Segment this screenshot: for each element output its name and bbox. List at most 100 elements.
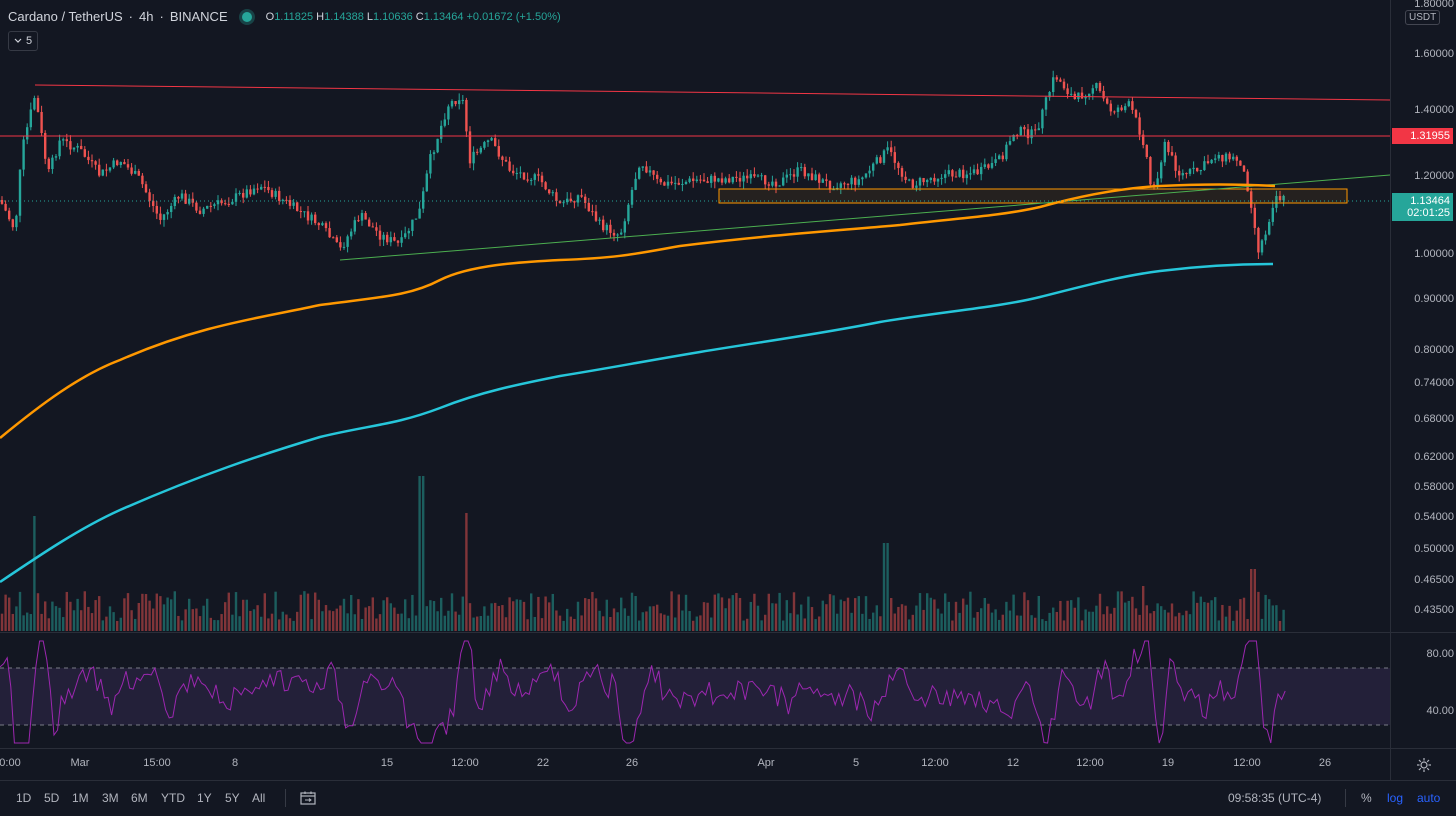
price-chart-canvas[interactable] [0,0,1390,632]
candle-body [206,205,209,209]
volume-bar [828,594,832,631]
volume-bar [562,620,565,631]
currency-badge[interactable]: USDT [1405,10,1441,25]
candle-body [1271,207,1274,222]
candle-body [450,101,454,107]
candle-body [8,210,11,220]
candle-body [692,178,695,181]
volume-bar [393,607,396,631]
volume-bar [548,602,551,631]
percent-scale-toggle[interactable]: % [1361,791,1372,805]
price-scale[interactable]: 1.80000 1.60000 1.40000 1.20000 1.00000 0.900… [1390,0,1456,632]
time-axis[interactable]: 0:00 Mar 15:00 8 15 12:00 22 26 Apr 5 12… [0,748,1390,781]
rsi-canvas[interactable] [0,633,1390,748]
range-button-3m[interactable]: 3M [102,791,119,805]
gear-icon[interactable] [1416,757,1432,773]
pane-separator[interactable] [0,632,1456,633]
candle-body [821,179,824,183]
volume-bar [378,614,382,631]
volume-bar [746,618,749,631]
candle-body [47,158,50,170]
candle-body [18,169,22,216]
log-scale-toggle[interactable]: log [1387,791,1404,805]
interval-label[interactable]: 4h [139,9,154,24]
rsi-pane[interactable] [0,633,1390,748]
range-button-all[interactable]: All [252,791,266,805]
volume-bar [227,592,230,631]
volume-bar [645,611,648,631]
candle-body [1196,167,1199,172]
candle-body [1156,178,1159,186]
volume-bar [400,613,403,631]
candle-body [983,164,986,167]
volume-bar [1127,600,1130,631]
candle-body [368,219,371,227]
candle-body [436,138,439,153]
ohlc-high: H1.14388 [316,10,364,23]
price-chart-pane[interactable]: Cardano / TetherUS · 4h · BINANCE O1.118… [0,0,1390,632]
candle-body [483,142,486,148]
symbol-name[interactable]: Cardano / TetherUS [8,9,123,24]
volume-bar [1102,614,1105,631]
range-button-6m[interactable]: 6M [131,791,148,805]
descending-resistance-line[interactable] [34,84,1390,101]
candle-body [119,162,122,166]
candle-body [1224,153,1228,162]
volume-bar [292,620,295,631]
indicators-toggle-button[interactable]: 5 [8,31,39,51]
candle-body [1203,161,1206,171]
volume-bar [396,613,400,631]
volume-bar [530,593,533,631]
volume-bar [105,616,108,631]
volume-bar [1106,606,1109,631]
candle-body [864,173,868,178]
slow-moving-average-line[interactable] [0,262,1274,584]
range-button-ytd[interactable]: YTD [161,791,185,805]
candle-body [1102,90,1105,99]
volume-bar [832,595,835,631]
candle-body [666,181,670,186]
volume-bar [994,609,997,631]
volume-bar [810,607,814,631]
fast-moving-average-line[interactable] [0,183,1276,439]
volume-bar [1160,606,1163,631]
range-button-1d[interactable]: 1D [16,791,32,805]
volume-bar [1217,620,1220,631]
candle-body [1106,98,1109,104]
ascending-trendline[interactable] [339,174,1390,261]
volume-bar [116,620,119,631]
range-button-5y[interactable]: 5Y [225,791,240,805]
range-button-1y[interactable]: 1Y [197,791,212,805]
time-label: 8 [231,757,239,769]
candle-body [1188,169,1192,174]
volume-bar [976,611,979,631]
clock-timezone[interactable]: 09:58:35 (UTC-4) [1228,791,1322,805]
candle-body [1268,221,1271,235]
volume-bar [213,620,216,631]
volume-bar [101,620,104,631]
calendar-range-icon[interactable] [300,791,316,805]
candle-body [94,161,97,165]
rsi-scale[interactable]: 80.00 40.00 [1390,633,1456,748]
candle-body [1131,101,1134,110]
volume-bar [465,513,468,631]
candle-body [947,170,950,175]
candle-body [306,211,310,221]
volume-bar [40,613,43,631]
volume-bar [1192,591,1195,631]
candle-body [576,195,580,203]
candle-body [360,213,364,221]
bar-countdown: 02:01:25 [1407,207,1450,219]
rsi-line[interactable] [0,640,1286,744]
candle-body [1030,129,1033,139]
volume-bar [674,617,677,631]
auto-scale-toggle[interactable]: auto [1417,791,1441,805]
range-button-1m[interactable]: 1M [72,791,89,805]
candle-body [1037,128,1040,131]
support-zone-rectangle[interactable] [718,188,1348,204]
range-button-5d[interactable]: 5D [44,791,60,805]
candle-body [1142,134,1145,145]
candle-body [447,106,450,120]
candle-body [1232,156,1235,160]
volume-bar [1131,596,1134,631]
